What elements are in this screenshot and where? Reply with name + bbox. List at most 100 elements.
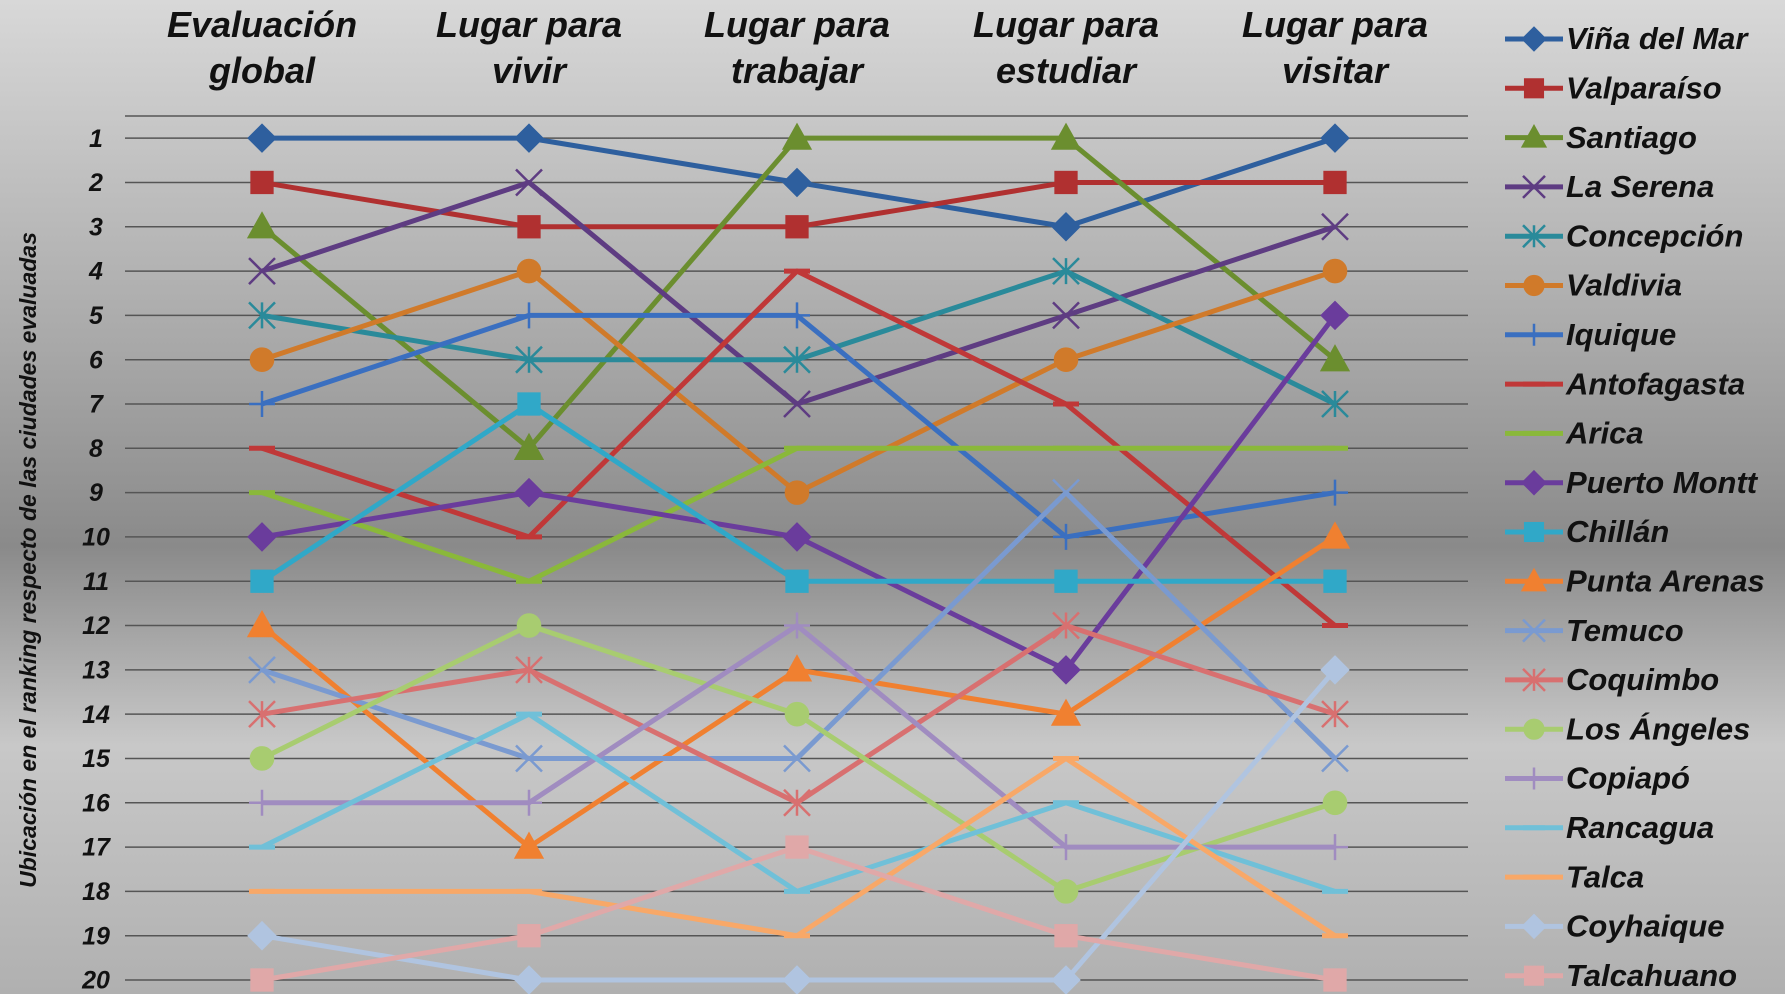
y-tick-label: 12 xyxy=(82,612,110,640)
x-category-header: Lugar para visitar xyxy=(1241,4,1429,91)
legend-label: Iquique xyxy=(1566,317,1676,352)
legend-label: Punta Arenas xyxy=(1566,563,1765,598)
marker xyxy=(516,789,542,816)
category-label: Lugar para estudiar xyxy=(972,4,1160,91)
marker xyxy=(784,612,810,639)
marker xyxy=(782,522,812,552)
marker xyxy=(785,835,809,859)
marker xyxy=(1051,212,1081,242)
marker xyxy=(1522,618,1546,643)
legend-label: Temuco xyxy=(1566,613,1684,648)
marker xyxy=(515,655,543,684)
y-tick-label: 14 xyxy=(82,701,110,729)
marker xyxy=(1050,122,1082,150)
marker xyxy=(1054,924,1078,948)
marker xyxy=(516,302,542,329)
marker xyxy=(513,831,545,859)
marker xyxy=(1050,698,1082,726)
marker xyxy=(1320,123,1350,153)
marker xyxy=(1319,344,1351,372)
marker xyxy=(514,965,544,994)
marker xyxy=(249,391,275,417)
y-tick-label: 19 xyxy=(82,922,110,950)
series xyxy=(246,122,1351,460)
marker xyxy=(1521,26,1547,52)
marker xyxy=(1322,258,1348,284)
y-axis-label: Ubicación en el ranking respecto de las … xyxy=(15,232,41,888)
marker xyxy=(782,167,812,198)
series xyxy=(247,123,1350,242)
marker xyxy=(1054,170,1078,195)
marker xyxy=(1322,790,1348,816)
marker xyxy=(515,168,543,197)
marker xyxy=(1052,301,1080,330)
marker xyxy=(781,654,813,682)
marker xyxy=(1321,212,1349,241)
legend-label: Puerto Montt xyxy=(1566,465,1759,500)
legend-label: Los Ángeles xyxy=(1566,711,1750,746)
marker xyxy=(783,390,811,418)
y-tick-label: 18 xyxy=(82,878,110,906)
marker xyxy=(1053,523,1079,550)
category-label: Lugar para visitar xyxy=(1241,4,1429,91)
marker xyxy=(248,257,276,285)
marker xyxy=(1520,124,1548,148)
marker xyxy=(1521,469,1547,496)
marker xyxy=(1051,655,1081,685)
marker xyxy=(246,609,278,638)
series xyxy=(247,655,1350,994)
y-tick-label: 11 xyxy=(83,568,109,596)
marker xyxy=(1323,170,1347,195)
marker xyxy=(784,480,810,505)
marker xyxy=(785,215,809,239)
y-tick-label: 13 xyxy=(82,656,110,684)
y-tick-label: 3 xyxy=(89,213,103,241)
marker xyxy=(249,789,275,816)
marker xyxy=(517,392,541,416)
marker xyxy=(781,122,813,150)
marker xyxy=(1054,569,1078,593)
y-tick-label: 17 xyxy=(82,834,111,862)
marker xyxy=(1522,224,1546,249)
marker xyxy=(1052,257,1080,285)
marker xyxy=(1323,968,1347,992)
category-label: Lugar para trabajar xyxy=(703,4,891,91)
legend-label: Arica xyxy=(1565,416,1644,451)
legend-label: Talca xyxy=(1566,859,1644,894)
marker xyxy=(1523,274,1545,297)
y-tick-label: 4 xyxy=(88,258,103,286)
series xyxy=(250,835,1347,992)
marker xyxy=(249,746,275,771)
marker xyxy=(517,924,541,948)
marker xyxy=(1320,300,1350,331)
marker xyxy=(1053,834,1079,861)
marker xyxy=(513,432,545,460)
y-tick-label: 8 xyxy=(89,435,103,463)
marker xyxy=(1320,655,1350,685)
marker xyxy=(514,123,544,153)
y-tick-label: 16 xyxy=(82,789,111,817)
marker xyxy=(1321,744,1349,773)
legend-label: Coyhaique xyxy=(1566,909,1724,944)
marker xyxy=(783,788,811,817)
series xyxy=(249,612,1348,861)
series-line xyxy=(261,268,1336,496)
y-tick-label: 5 xyxy=(89,302,104,330)
y-tick-label: 7 xyxy=(89,391,104,419)
marker xyxy=(516,258,542,284)
series xyxy=(249,755,1348,939)
y-tick-label: 9 xyxy=(89,479,103,507)
marker xyxy=(1523,965,1545,986)
marker xyxy=(1322,479,1348,506)
marker xyxy=(1522,175,1546,199)
y-tick-label: 6 xyxy=(89,346,104,374)
legend-label: Coquimbo xyxy=(1566,662,1719,697)
x-category-header: Evaluación global xyxy=(167,4,357,91)
marker xyxy=(1323,569,1347,593)
marker xyxy=(784,701,810,727)
marker xyxy=(1523,521,1545,543)
marker xyxy=(250,968,274,992)
series xyxy=(248,257,1349,418)
series xyxy=(249,258,1348,505)
marker xyxy=(1522,668,1546,692)
